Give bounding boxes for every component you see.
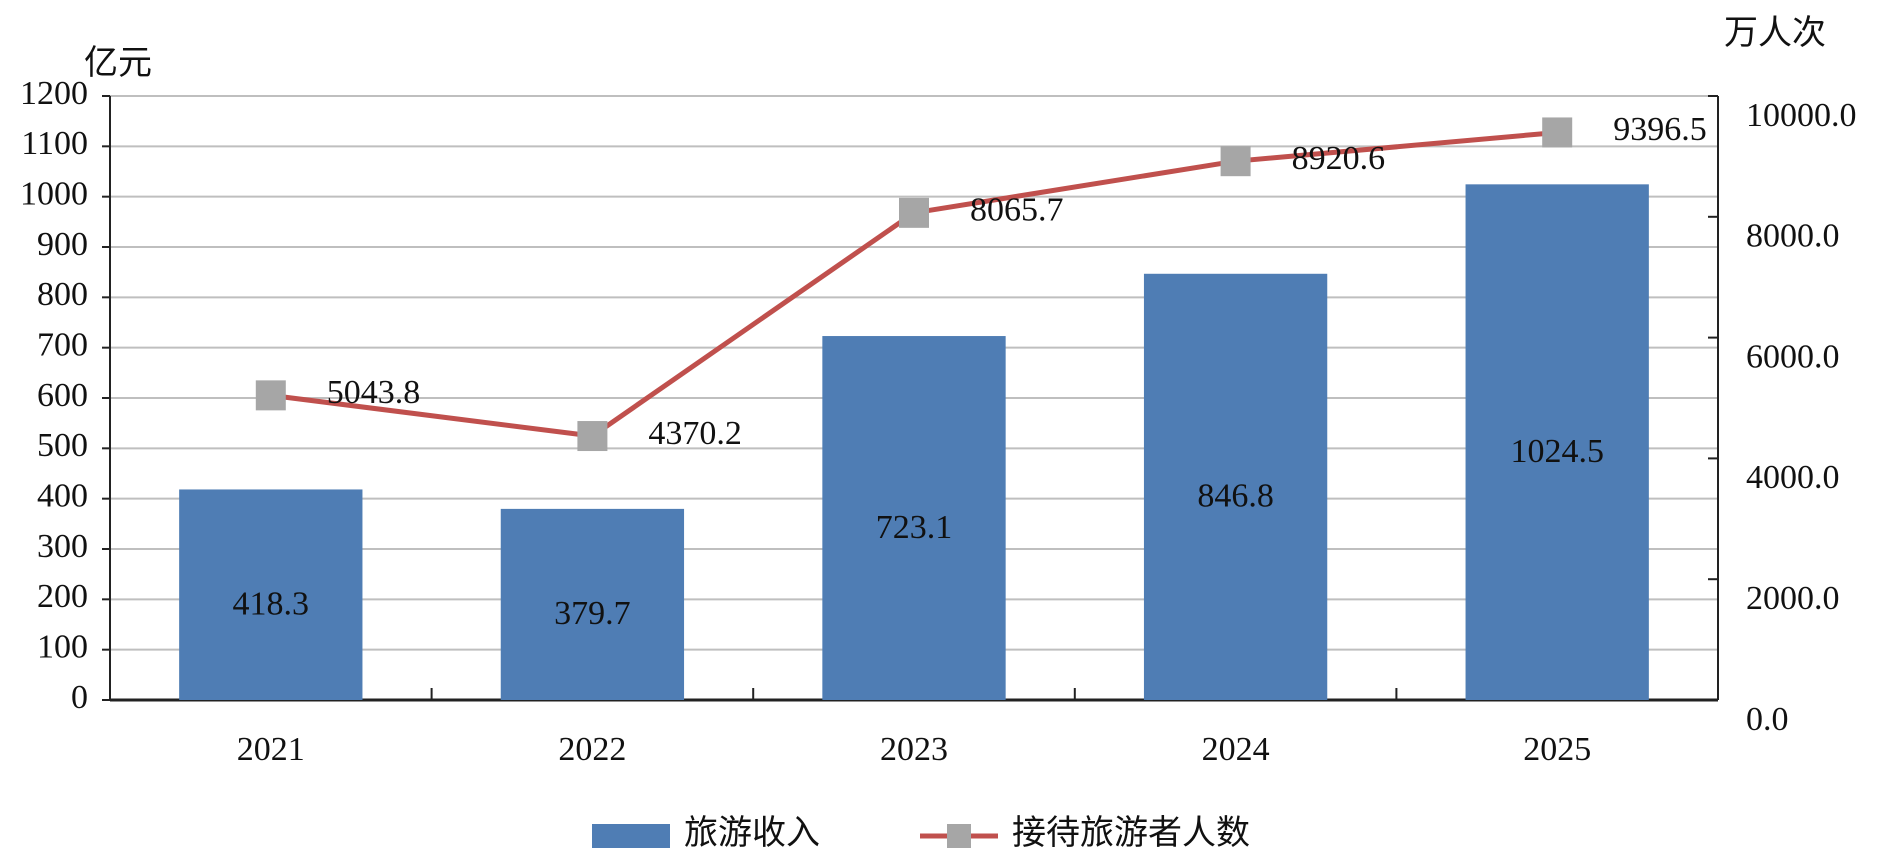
- y-tick-label: 300: [37, 528, 88, 565]
- y-tick-label: 500: [37, 427, 88, 464]
- x-tick-label: 2023: [880, 731, 948, 768]
- y2-tick-label: 2000.0: [1746, 580, 1840, 617]
- bar: [179, 489, 363, 700]
- line-value-label: 5043.8: [327, 374, 421, 411]
- y2-axis-label: 万人次: [1724, 14, 1826, 52]
- x-tick-label: 2021: [237, 731, 305, 768]
- y-tick-label: 800: [37, 276, 88, 313]
- x-tick-label: 2025: [1523, 731, 1591, 768]
- y2-tick-label: 8000.0: [1746, 218, 1840, 255]
- y2-tick-label: 6000.0: [1746, 338, 1840, 375]
- line-value-label: 8065.7: [970, 192, 1064, 229]
- bar-value-label: 1024.5: [1510, 433, 1604, 470]
- y-tick-label: 900: [37, 226, 88, 263]
- y2-tick-label: 4000.0: [1746, 459, 1840, 496]
- y-tick-label: 700: [37, 326, 88, 363]
- marker: [1542, 117, 1573, 148]
- y-tick-label: 1000: [20, 175, 88, 212]
- y-tick-label: 200: [37, 578, 88, 615]
- y-axis-label: 亿元: [84, 44, 152, 82]
- line-value-label: 8920.6: [1292, 140, 1386, 177]
- bar: [1465, 184, 1649, 700]
- y-tick-label: 1200: [20, 75, 88, 112]
- y-tick-label: 100: [37, 628, 88, 665]
- x-tick-label: 2024: [1202, 731, 1270, 768]
- legend-label: 旅游收入: [684, 814, 820, 852]
- y-tick-label: 600: [37, 377, 88, 414]
- marker: [577, 421, 608, 452]
- bar: [822, 336, 1006, 700]
- bar-value-label: 723.1: [876, 509, 953, 546]
- y-tick-label: 400: [37, 477, 88, 514]
- y-tick-label: 0: [71, 679, 88, 716]
- y2-tick-label: 0.0: [1746, 701, 1789, 738]
- line-value-label: 4370.2: [648, 415, 742, 452]
- legend-label: 接待旅游者人数: [1012, 814, 1250, 852]
- bar-value-label: 379.7: [554, 595, 631, 632]
- marker: [1220, 146, 1251, 177]
- marker: [899, 197, 929, 228]
- marker: [255, 380, 286, 411]
- x-tick-label: 2022: [558, 731, 626, 768]
- y-tick-label: 1100: [21, 125, 88, 162]
- bar: [1143, 273, 1328, 700]
- legend-marker: [947, 824, 971, 848]
- y2-tick-label: 10000.0: [1746, 97, 1857, 134]
- bar: [500, 508, 685, 700]
- bar-value-label: 846.8: [1197, 478, 1274, 515]
- line-value-label: 9396.5: [1613, 111, 1707, 148]
- legend-swatch: [592, 824, 670, 848]
- bar-value-label: 418.3: [233, 586, 310, 623]
